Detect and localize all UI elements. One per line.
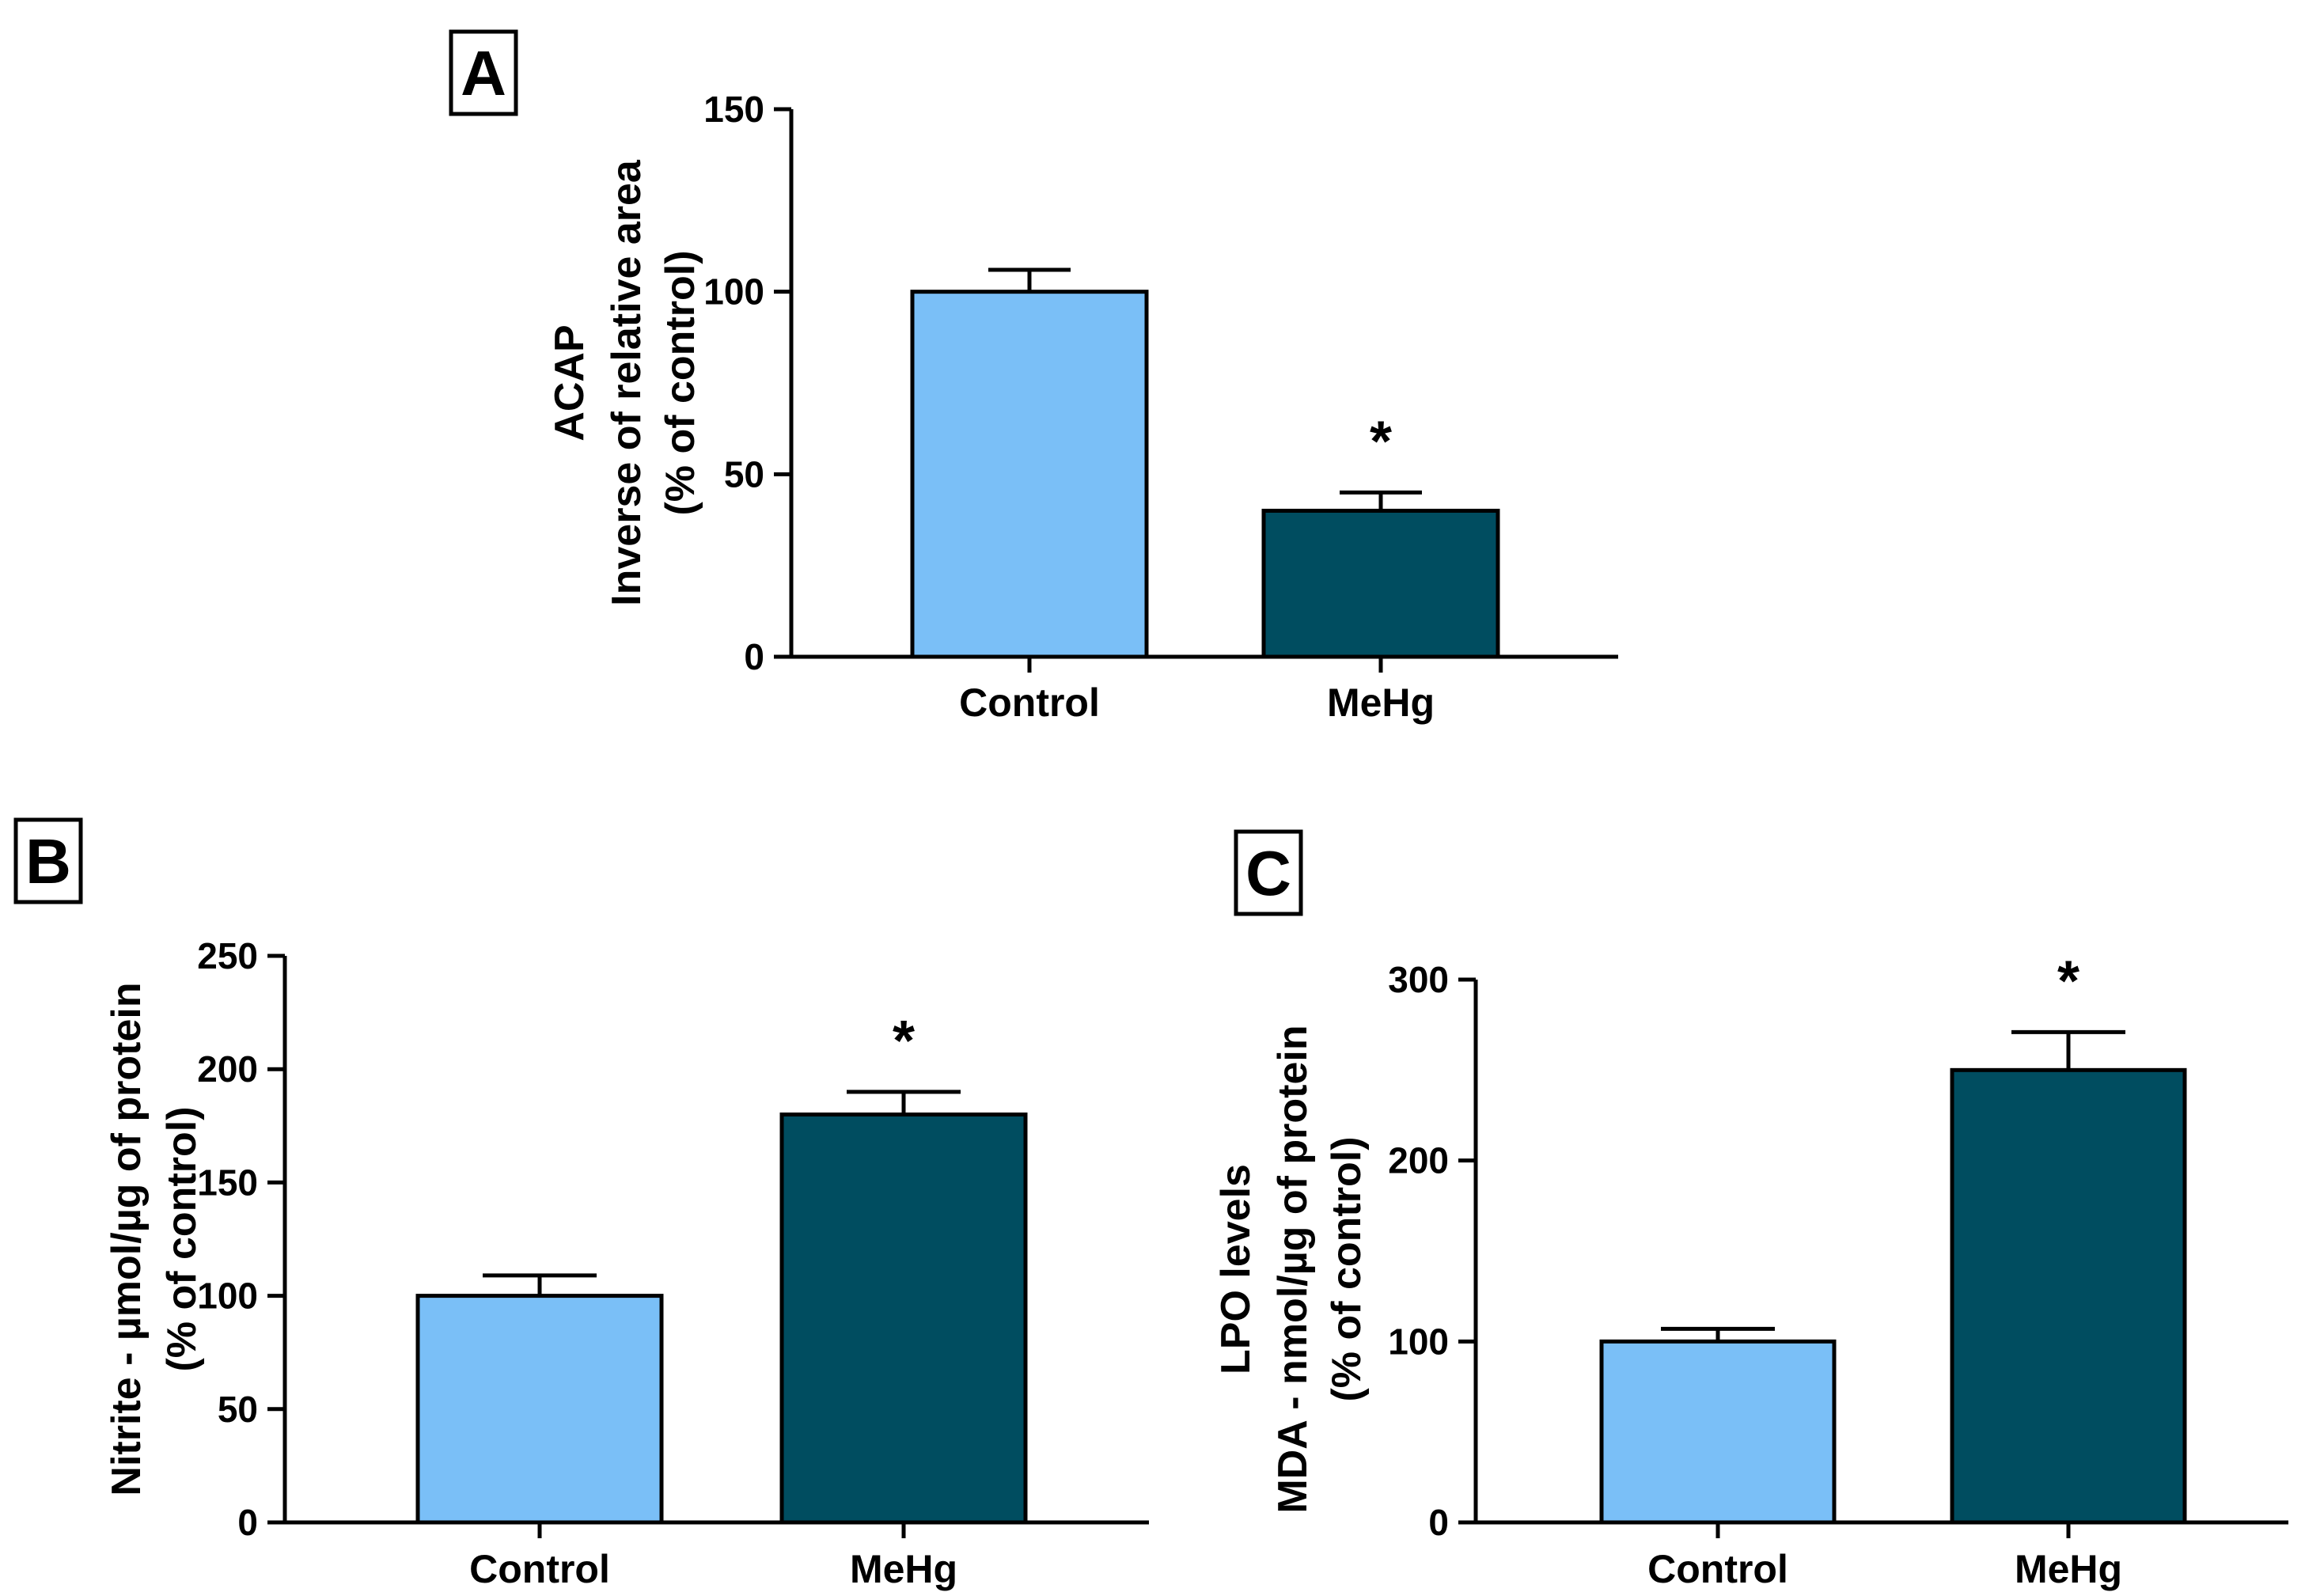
panel-c-label: C: [1245, 838, 1291, 908]
panel-b-bar-control: [415, 1294, 664, 1525]
panel-a-label: A: [461, 38, 506, 108]
panel-c-y-tick-label: 0: [1428, 1502, 1449, 1543]
panel-a: A Control * MeHg 0 50 100 150 ACAP Inverse of rel…: [449, 29, 1618, 725]
panel-a-y-axis-label: ACAP: [547, 324, 593, 441]
panel-a-bar-mehg: [1261, 508, 1500, 659]
panel-b-label-box: [13, 817, 83, 904]
panel-b-bar-mehg: [779, 1112, 1028, 1525]
panel-b-category-label: Control: [469, 1547, 610, 1591]
panel-c-y-tick-label: 200: [1388, 1140, 1449, 1181]
panel-b: B Control * MeHg 0 50 100 150 200 250 Nitrite - µm…: [13, 817, 1149, 1591]
panel-b-label: B: [25, 826, 71, 897]
panel-a-y-tick-label: 50: [724, 453, 764, 495]
panel-c-y-axis-label: (% of control): [1324, 1136, 1370, 1401]
panel-c-significance-mehg: *: [2057, 950, 2079, 1013]
panel-a-label-box: [449, 29, 518, 116]
panel-c-category-label: MeHg: [2015, 1547, 2122, 1591]
panel-a-y-axis-label: (% of control): [658, 250, 703, 515]
panel-b-category-label: MeHg: [850, 1547, 957, 1591]
panel-a-y-axis-label: Inverse of relative area: [604, 159, 650, 606]
panel-c-y-tick-label: 100: [1388, 1321, 1449, 1362]
panel-b-y-tick-label: 50: [218, 1389, 258, 1430]
panel-c-bar-control: [1599, 1339, 1837, 1525]
panel-c: C Control * MeHg 0 100 200 300 LPO levels MDA - n…: [1213, 829, 2288, 1591]
panel-b-y-tick-label: 100: [197, 1276, 258, 1317]
panel-a-category-label: Control: [959, 680, 1100, 725]
panel-c-y-axis-label: LPO levels: [1213, 1164, 1259, 1374]
panel-c-category-label: Control: [1647, 1547, 1788, 1591]
panel-b-y-axis-label: Nitrite - µmol/µg of protein: [104, 982, 150, 1496]
panel-a-y-tick-label: 100: [703, 271, 764, 313]
panel-c-bar-mehg: [1950, 1067, 2187, 1525]
panel-b-y-axis-label: (% of control): [159, 1106, 205, 1371]
panel-b-y-tick-label: 200: [197, 1048, 258, 1090]
panel-a-bar-control: [910, 290, 1149, 659]
panel-b-y-tick-label: 250: [197, 935, 258, 976]
panel-c-y-tick-label: 300: [1388, 959, 1449, 1000]
panel-a-y-tick-label: 0: [744, 636, 764, 677]
panel-b-y-tick-label: 150: [197, 1162, 258, 1203]
panel-c-y-axis-label: MDA - nmol/µg of protein: [1270, 1025, 1316, 1513]
panel-a-category-label: MeHg: [1327, 680, 1435, 725]
panel-a-y-tick-label: 150: [703, 89, 764, 130]
panel-a-significance-mehg: *: [1370, 410, 1392, 473]
panel-b-y-tick-label: 0: [237, 1502, 258, 1543]
panel-c-label-box: [1234, 829, 1303, 916]
panel-b-significance-mehg: *: [893, 1010, 915, 1073]
